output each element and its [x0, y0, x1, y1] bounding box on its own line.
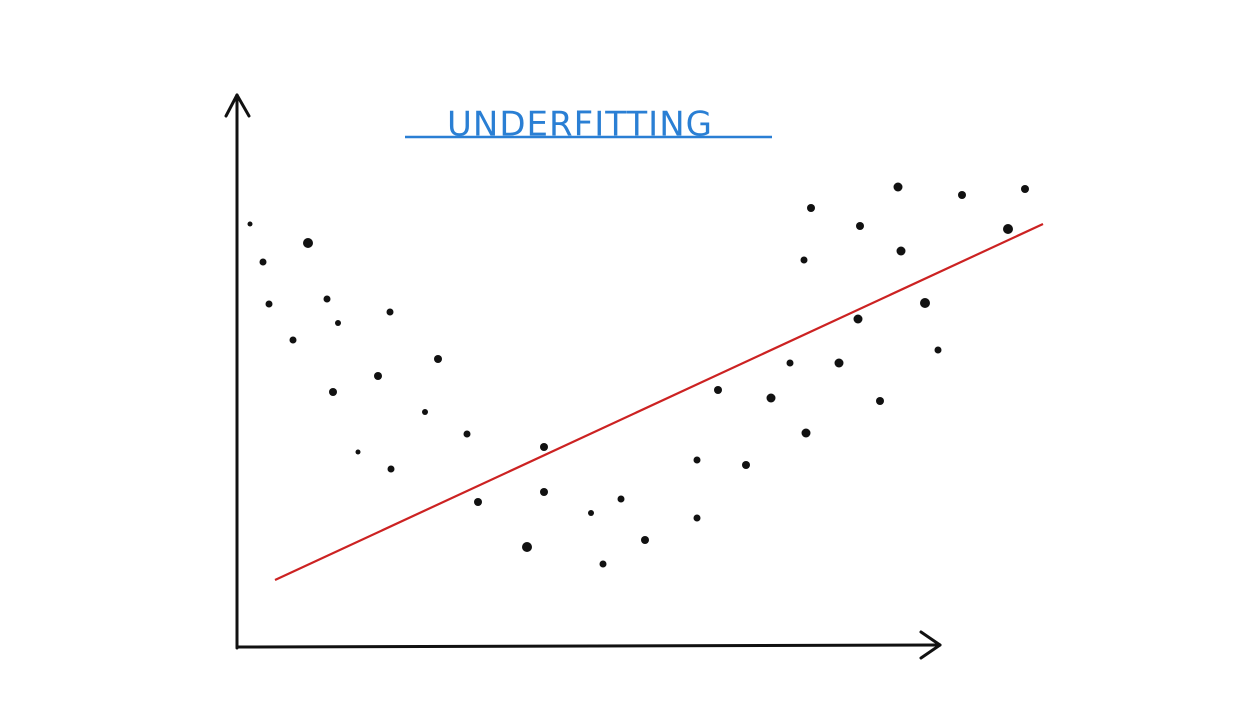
point: [522, 542, 532, 552]
x-axis-arrow: [919, 630, 942, 660]
point: [323, 295, 331, 303]
point: [247, 221, 253, 227]
point: [1003, 224, 1013, 234]
point: [958, 191, 966, 199]
point: [540, 488, 548, 496]
point: [540, 443, 548, 451]
point: [374, 372, 382, 380]
point: [289, 336, 297, 344]
point: [588, 510, 594, 516]
point: [786, 359, 794, 367]
axes: [224, 93, 942, 660]
point: [801, 428, 811, 438]
point: [617, 495, 625, 503]
point: [853, 314, 863, 324]
point: [386, 308, 394, 316]
point: [876, 397, 884, 405]
x-axis: [235, 643, 942, 649]
point: [856, 222, 864, 230]
point: [265, 300, 273, 308]
point: [303, 238, 313, 248]
point: [434, 355, 442, 363]
point: [329, 388, 337, 396]
point: [834, 358, 844, 368]
point: [800, 256, 808, 264]
point: [714, 386, 722, 394]
fit-line: [274, 223, 1044, 581]
point: [387, 465, 395, 473]
point: [896, 246, 906, 256]
point: [355, 449, 361, 455]
point: [335, 320, 341, 326]
y-axis-arrow: [224, 93, 251, 118]
point: [422, 409, 428, 415]
point: [1021, 185, 1029, 193]
point: [766, 393, 776, 403]
point: [807, 204, 815, 212]
data-points: [247, 182, 1029, 568]
point: [259, 258, 267, 266]
point: [599, 560, 607, 568]
point: [693, 456, 701, 464]
point: [641, 536, 649, 544]
diagram-title: UNDERFITTING: [447, 105, 713, 145]
point: [693, 514, 701, 522]
point: [920, 298, 930, 308]
point: [474, 498, 482, 506]
point: [742, 461, 750, 469]
point: [893, 182, 903, 192]
point: [934, 346, 942, 354]
point: [463, 430, 471, 438]
